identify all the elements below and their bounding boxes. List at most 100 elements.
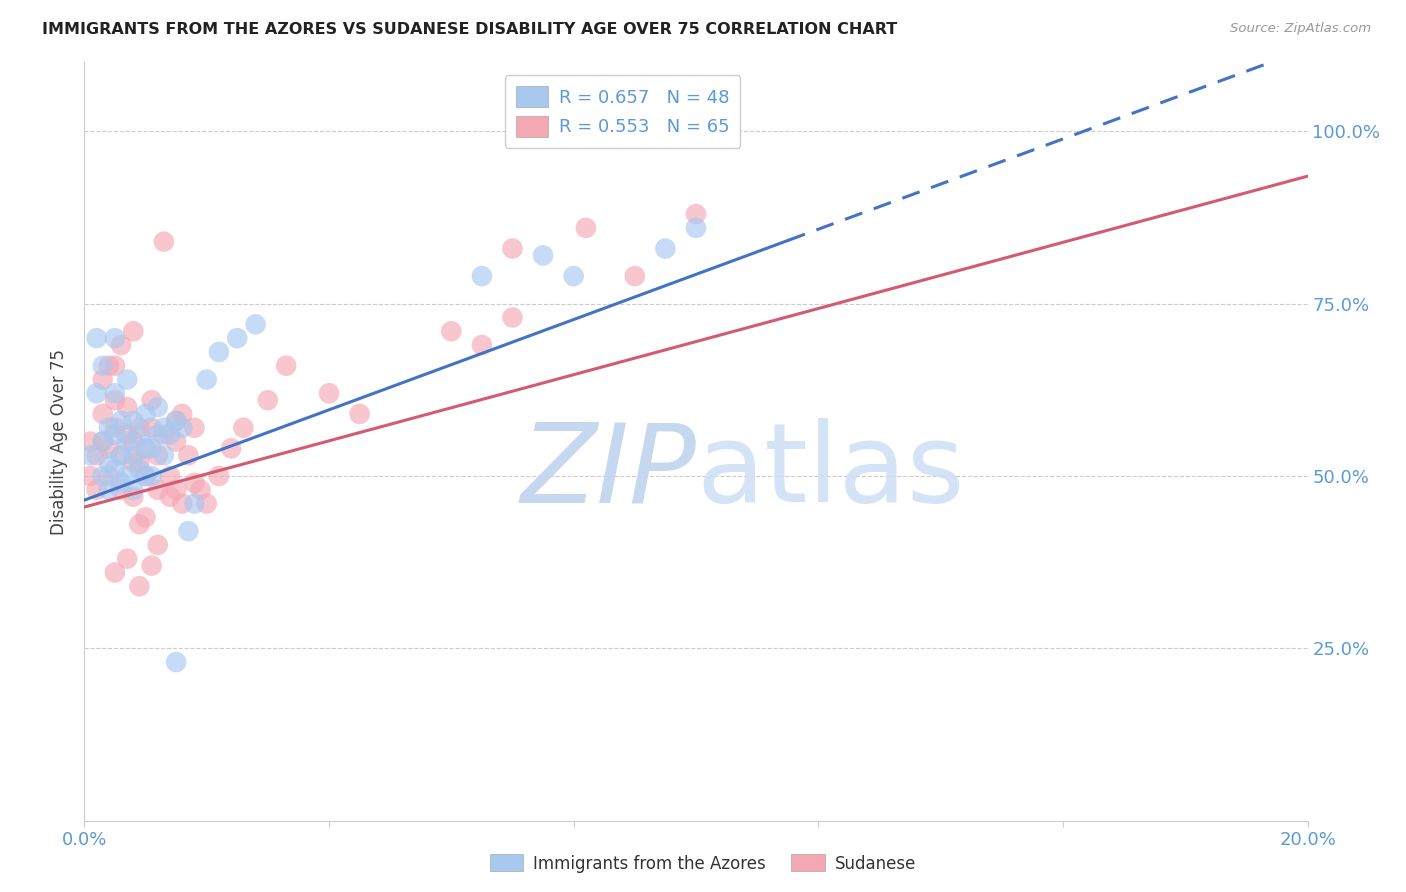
Point <box>208 469 231 483</box>
Point <box>110 414 132 428</box>
Point <box>276 359 298 373</box>
Point <box>531 248 554 262</box>
Point <box>115 400 138 414</box>
Point <box>128 421 150 435</box>
Legend: R = 0.657   N = 48, R = 0.553   N = 65: R = 0.657 N = 48, R = 0.553 N = 65 <box>505 75 741 148</box>
Point <box>624 269 647 284</box>
Point <box>685 220 707 235</box>
Point <box>110 483 132 497</box>
Point <box>115 427 138 442</box>
Point <box>122 483 145 497</box>
Point <box>97 455 120 469</box>
Point <box>146 400 169 414</box>
Point <box>146 427 169 442</box>
Point <box>86 448 108 462</box>
Point <box>153 235 176 249</box>
Point <box>146 538 169 552</box>
Point <box>135 442 157 456</box>
Point <box>104 393 127 408</box>
Point <box>141 469 163 483</box>
Point <box>195 372 218 386</box>
Point <box>122 448 145 462</box>
Point <box>471 269 494 284</box>
Point <box>128 517 150 532</box>
Point <box>115 469 138 483</box>
Point <box>226 331 249 345</box>
Point <box>141 442 163 456</box>
Point <box>128 427 150 442</box>
Point <box>177 524 200 538</box>
Point <box>440 324 463 338</box>
Point <box>97 359 120 373</box>
Point <box>128 455 150 469</box>
Point <box>122 434 145 449</box>
Point <box>146 483 169 497</box>
Point <box>575 220 598 235</box>
Point <box>135 442 157 456</box>
Text: atlas: atlas <box>696 418 965 525</box>
Text: ZIP: ZIP <box>520 418 696 525</box>
Point <box>183 497 205 511</box>
Point <box>115 551 138 566</box>
Point <box>135 510 157 524</box>
Point <box>122 455 145 469</box>
Point <box>208 345 231 359</box>
Point <box>91 407 114 421</box>
Point <box>219 442 242 456</box>
Point <box>159 469 181 483</box>
Point <box>141 393 163 408</box>
Legend: Immigrants from the Azores, Sudanese: Immigrants from the Azores, Sudanese <box>484 847 922 880</box>
Point <box>153 448 176 462</box>
Point <box>110 338 132 352</box>
Point <box>685 207 707 221</box>
Point <box>654 242 676 256</box>
Point <box>135 407 157 421</box>
Point <box>104 427 127 442</box>
Point <box>79 434 101 449</box>
Point <box>165 414 187 428</box>
Point <box>97 469 120 483</box>
Point <box>349 407 371 421</box>
Point <box>86 331 108 345</box>
Point <box>135 469 157 483</box>
Point <box>91 434 114 449</box>
Point <box>110 448 132 462</box>
Point <box>502 242 524 256</box>
Point <box>110 475 132 490</box>
Point <box>183 475 205 490</box>
Point <box>79 448 101 462</box>
Point <box>122 324 145 338</box>
Point <box>471 338 494 352</box>
Point <box>97 483 120 497</box>
Point <box>128 462 150 476</box>
Point <box>177 448 200 462</box>
Point <box>165 655 187 669</box>
Point <box>122 490 145 504</box>
Point <box>97 442 120 456</box>
Point <box>141 421 163 435</box>
Point <box>115 434 138 449</box>
Point <box>104 359 127 373</box>
Point <box>146 448 169 462</box>
Text: Source: ZipAtlas.com: Source: ZipAtlas.com <box>1230 22 1371 36</box>
Y-axis label: Disability Age Over 75: Disability Age Over 75 <box>51 349 69 534</box>
Point <box>128 579 150 593</box>
Point <box>104 331 127 345</box>
Point <box>562 269 585 284</box>
Point <box>115 372 138 386</box>
Point <box>104 421 127 435</box>
Point <box>104 566 127 580</box>
Point <box>165 483 187 497</box>
Point <box>190 483 212 497</box>
Point <box>91 434 114 449</box>
Text: IMMIGRANTS FROM THE AZORES VS SUDANESE DISABILITY AGE OVER 75 CORRELATION CHART: IMMIGRANTS FROM THE AZORES VS SUDANESE D… <box>42 22 897 37</box>
Point <box>91 469 114 483</box>
Point <box>318 386 340 401</box>
Point <box>122 414 145 428</box>
Point <box>153 427 176 442</box>
Point <box>245 318 267 332</box>
Point <box>104 462 127 476</box>
Point <box>91 359 114 373</box>
Point <box>159 427 181 442</box>
Point <box>159 490 181 504</box>
